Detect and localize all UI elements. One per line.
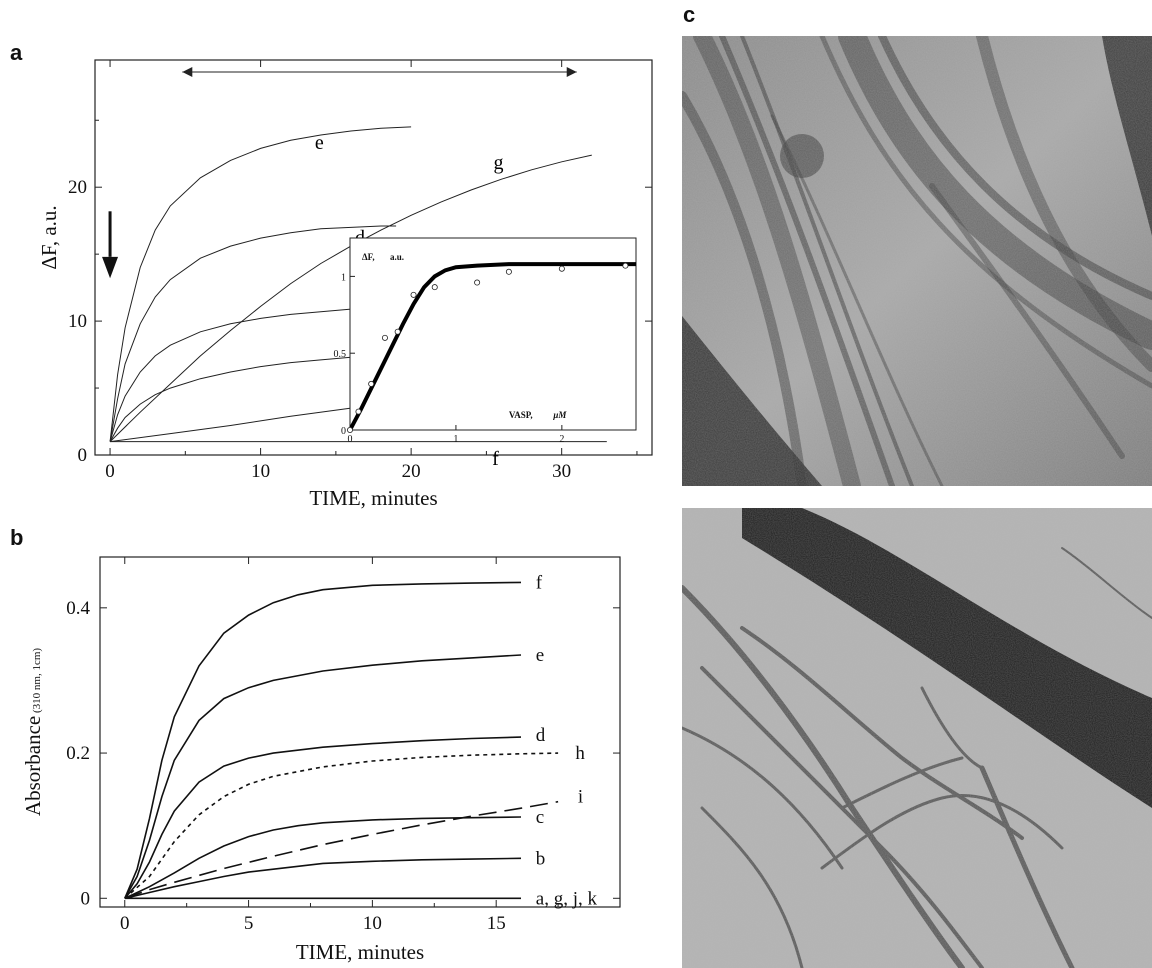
chart-b-ytick-label: 0.2 bbox=[66, 743, 90, 764]
chart-b-ylabel-sub: (310 nm, 1cm) bbox=[31, 648, 43, 716]
chart-a-series-b bbox=[109, 354, 412, 442]
chart-a-inset-point bbox=[431, 284, 438, 291]
chart-a-xtick-label: 30 bbox=[552, 461, 571, 482]
chart-a-range-arrow-head-left bbox=[182, 67, 193, 77]
chart-a-frame bbox=[94, 59, 653, 456]
chart-b-xtick-label: 5 bbox=[244, 913, 254, 934]
chart-a-series-c bbox=[109, 305, 412, 442]
chart-b-ylabel-main: Absorbance bbox=[21, 716, 45, 816]
panel-c-letter: c bbox=[683, 2, 696, 27]
chart-a-inset-point bbox=[355, 408, 362, 415]
chart-b-series-h bbox=[124, 752, 559, 899]
chart-b-xlabel: TIME, minutes bbox=[296, 940, 424, 964]
chart-a-series-label: g bbox=[493, 152, 503, 174]
chart-a-inset-point bbox=[410, 291, 417, 298]
chart-a-ytick-label: 20 bbox=[68, 177, 87, 198]
chart-b-series-label: h bbox=[575, 743, 585, 764]
chart-a-inset-xunit: μM bbox=[552, 410, 567, 420]
chart-b-series-d bbox=[124, 736, 522, 899]
chart-b-ytick-label: 0.4 bbox=[66, 598, 90, 619]
chart-a-xlabel: TIME, minutes bbox=[309, 486, 437, 510]
chart-a-series-d bbox=[109, 225, 397, 442]
chart-a-series-label: e bbox=[315, 132, 324, 154]
chart-b-series-e bbox=[124, 654, 522, 899]
chart-b-ytick-label: 0 bbox=[81, 888, 91, 909]
chart-b-xtick-label: 15 bbox=[487, 913, 506, 934]
chart-a-xtick-label: 0 bbox=[105, 461, 115, 482]
chart-a-xtick-label: 20 bbox=[402, 461, 421, 482]
chart-a-inset-point bbox=[346, 426, 353, 433]
chart-a-inset-point bbox=[394, 328, 401, 335]
chart-b-series-label: i bbox=[578, 787, 583, 808]
panel-b-letter: b bbox=[10, 525, 24, 550]
chart-a-inset-ytick-label: 1 bbox=[341, 272, 346, 283]
chart-a-inset-ytick-label: 0 bbox=[341, 426, 346, 437]
electron-micrograph-bundles-icon bbox=[682, 36, 1152, 486]
electron-micrograph-network-icon bbox=[682, 508, 1152, 968]
chart-a-inset-xtick-label: 0 bbox=[348, 434, 353, 445]
chart-a-inset-yunit: a.u. bbox=[390, 252, 404, 262]
chart-b-series-label: c bbox=[536, 807, 544, 828]
chart-b-series-label: e bbox=[536, 645, 544, 666]
chart-b-xtick-label: 0 bbox=[120, 913, 130, 934]
chart-b-series-label: b bbox=[536, 848, 546, 869]
chart-b-series-label: f bbox=[536, 572, 543, 593]
chart-b-xtick-label: 10 bbox=[363, 913, 382, 934]
chart-a-series-e bbox=[109, 126, 412, 442]
chart-a-range-arrow-head-right bbox=[566, 67, 577, 77]
chart-a-inset-point bbox=[381, 334, 388, 341]
chart-a-inset-point bbox=[505, 268, 512, 275]
chart-b-series-b bbox=[124, 857, 522, 900]
chart-a-inset-ytick-label: 0.5 bbox=[334, 349, 347, 360]
chart-a-inset-xlabel: VASP, bbox=[509, 410, 533, 420]
chart-a-start-arrow-head bbox=[102, 256, 119, 279]
chart-b-series-f bbox=[124, 581, 522, 899]
chart-a-inset-ylabel: ΔF, bbox=[362, 252, 375, 262]
chart-b-ylabel: Absorbance (310 nm, 1cm) bbox=[21, 648, 45, 816]
chart-b-series-c bbox=[124, 816, 522, 900]
chart-a-inset-fit-line bbox=[348, 262, 636, 431]
panel-a-letter: a bbox=[10, 40, 23, 65]
chart-a-inset-point bbox=[368, 380, 375, 387]
chart-a-inset-point bbox=[558, 265, 565, 272]
chart-a-inset-xtick-label: 1 bbox=[453, 434, 458, 445]
micrograph-bottom bbox=[682, 508, 1152, 968]
micrograph-top bbox=[682, 36, 1152, 486]
chart-a-inset-point bbox=[474, 279, 481, 286]
chart-b-series-i bbox=[124, 800, 559, 900]
chart-b-series-label: a, g, j, k bbox=[536, 888, 598, 909]
chart-b-series-label: d bbox=[536, 725, 546, 746]
chart-a-xtick-label: 10 bbox=[251, 461, 270, 482]
chart-a-ylabel: ΔF, a.u. bbox=[37, 205, 61, 269]
chart-a-inset-xtick-label: 2 bbox=[559, 434, 564, 445]
chart-a-series-label: f bbox=[492, 448, 499, 470]
chart-a-ytick-label: 10 bbox=[68, 311, 87, 332]
chart-b-frame bbox=[99, 556, 621, 908]
chart-a-inset-point bbox=[622, 262, 629, 269]
chart-a-ytick-label: 0 bbox=[78, 445, 88, 466]
